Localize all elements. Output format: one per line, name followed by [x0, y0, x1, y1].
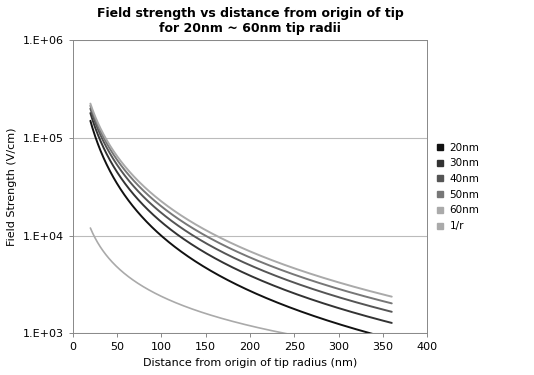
30nm — [87, 111, 93, 115]
Legend: 20nm, 30nm, 40nm, 50nm, 60nm, 1/r: 20nm, 30nm, 40nm, 50nm, 60nm, 1/r — [436, 142, 480, 231]
20nm — [262, 296, 269, 300]
50nm — [347, 290, 353, 294]
Title: Field strength vs distance from origin of tip
for 20nm ~ 60nm tip radii: Field strength vs distance from origin o… — [97, 7, 403, 35]
60nm — [316, 274, 322, 279]
60nm — [270, 258, 277, 263]
60nm — [389, 294, 395, 299]
50nm — [279, 268, 286, 273]
50nm — [87, 104, 93, 108]
60nm — [106, 141, 112, 146]
30nm — [270, 283, 277, 288]
40nm — [106, 149, 112, 154]
Line: 1/r: 1/r — [90, 228, 392, 351]
Line: 30nm: 30nm — [90, 113, 392, 323]
30nm — [279, 287, 286, 291]
20nm — [389, 337, 395, 341]
20nm — [316, 315, 322, 320]
20nm — [87, 118, 93, 123]
40nm — [262, 270, 269, 274]
40nm — [347, 298, 353, 303]
30nm — [316, 300, 322, 304]
60nm — [279, 262, 286, 266]
60nm — [262, 255, 269, 260]
40nm — [389, 309, 395, 314]
1/r — [389, 348, 395, 353]
40nm — [270, 273, 277, 277]
30nm — [389, 321, 395, 325]
40nm — [87, 106, 93, 111]
40nm — [279, 276, 286, 280]
20nm — [106, 166, 112, 171]
1/r — [347, 342, 353, 347]
50nm — [262, 262, 269, 266]
30nm — [347, 309, 353, 314]
50nm — [270, 265, 277, 269]
60nm — [347, 284, 353, 288]
30nm — [106, 156, 112, 160]
1/r — [106, 256, 112, 261]
30nm — [262, 280, 269, 285]
Line: 40nm: 40nm — [90, 109, 392, 312]
1/r — [262, 327, 269, 332]
Line: 60nm: 60nm — [90, 104, 392, 297]
1/r — [316, 338, 322, 342]
20nm — [347, 325, 353, 330]
50nm — [106, 145, 112, 149]
Y-axis label: Field Strength (V/cm): Field Strength (V/cm) — [7, 128, 17, 246]
50nm — [389, 301, 395, 306]
40nm — [316, 289, 322, 293]
20nm — [279, 302, 286, 307]
1/r — [270, 329, 277, 333]
20nm — [270, 299, 277, 303]
50nm — [316, 280, 322, 285]
Line: 20nm: 20nm — [90, 121, 392, 339]
1/r — [279, 331, 286, 335]
X-axis label: Distance from origin of tip radius (nm): Distance from origin of tip radius (nm) — [143, 358, 357, 368]
1/r — [87, 226, 93, 230]
60nm — [87, 101, 93, 106]
Line: 50nm: 50nm — [90, 106, 392, 303]
